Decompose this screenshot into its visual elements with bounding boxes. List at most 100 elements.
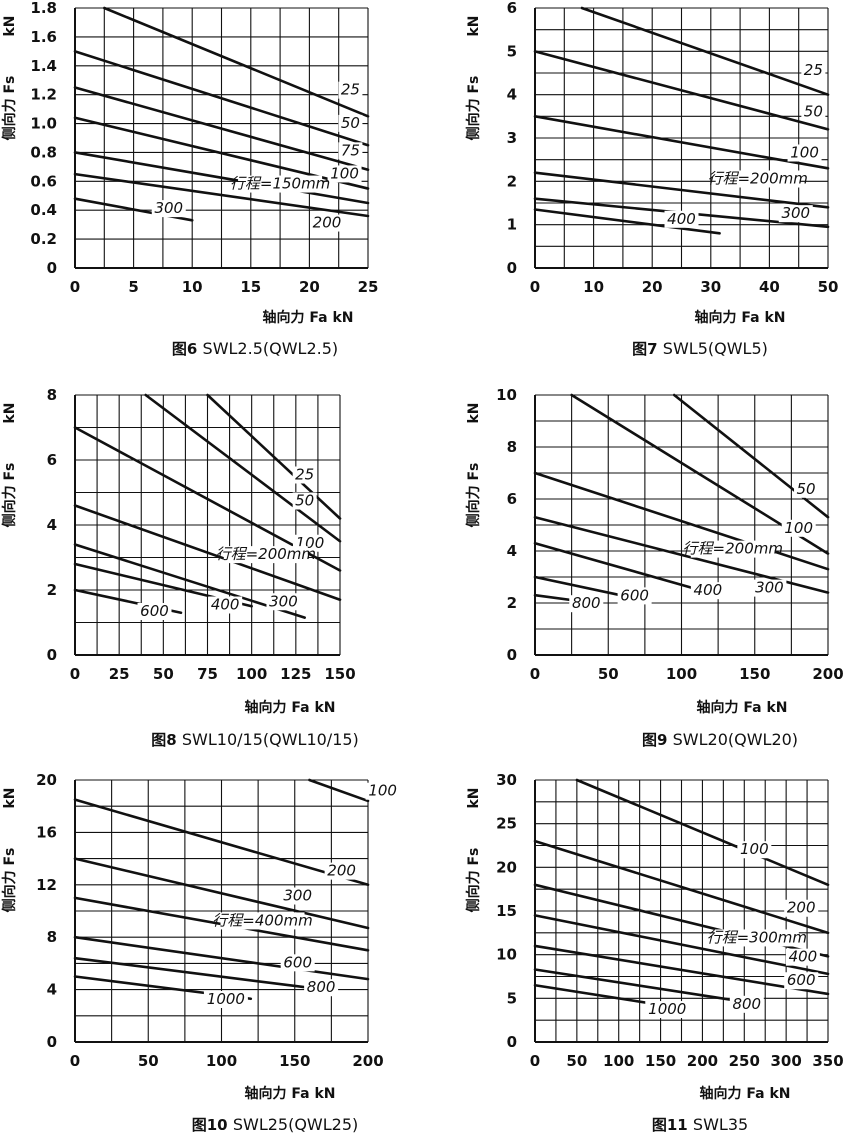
y-tick-label: 16: [36, 823, 57, 841]
x-tick-label: 100: [206, 1052, 237, 1070]
series-label: 50: [796, 480, 815, 498]
y-tick-label: 30: [496, 771, 517, 789]
label-backing: [338, 142, 363, 160]
figure-title: SWL35: [693, 1115, 748, 1134]
x-tick-label: 100: [603, 1052, 634, 1070]
y-tick-label: 0: [507, 1033, 517, 1051]
series-label: 800: [572, 594, 601, 612]
y-tick-label: 15: [496, 902, 517, 920]
y-axis-label: 侧向力 Fs: [1, 76, 18, 141]
label-backing: [280, 954, 315, 972]
y-tick-label: 6: [47, 451, 57, 469]
y-tick-label: 25: [496, 815, 517, 833]
figure-title: SWL20(QWL20): [673, 730, 798, 749]
label-backing: [784, 972, 819, 990]
y-tick-label: 8: [507, 438, 517, 456]
x-tick-label: 10: [583, 278, 604, 296]
label-backing: [787, 144, 822, 162]
y-tick-label: 20: [496, 858, 517, 876]
y-tick-label: 6: [507, 0, 517, 17]
label-backing: [781, 519, 816, 537]
x-tick-label: 125: [280, 665, 311, 683]
x-tick-label: 200: [352, 1052, 383, 1070]
y-tick-label: 1.0: [30, 115, 57, 133]
y-axis-label: 侧向力 Fs: [1, 848, 18, 913]
y-tick-label: 0: [47, 259, 57, 277]
label-backing: [617, 587, 652, 605]
series-label: 800: [307, 978, 336, 996]
series-label: 400: [211, 596, 240, 614]
label-backing: [794, 480, 819, 498]
x-tick-label: 50: [566, 1052, 587, 1070]
figure-caption: 图7 SWL5(QWL5): [632, 339, 768, 358]
series-line: [206, 393, 342, 520]
series-line: [533, 50, 830, 131]
chart-panel-4: 0 50 100 150 200 0 2 4 6 8 10 kN 侧向力 Fs 轴向力 Fa kN 图9 S…: [465, 386, 844, 749]
series-label: 50: [804, 102, 823, 120]
chart-panel-3: 0 25 50 75 100 125 150 0 2 4 6 8 kN 侧向力 Fs 轴向力 Fa kN 图8…: [1, 386, 359, 749]
series-line: [533, 171, 830, 209]
series-label: 200: [313, 214, 342, 232]
series-line: [73, 504, 342, 602]
y-tick-label: 1.2: [30, 86, 57, 104]
series-label: 1000: [207, 990, 245, 1008]
figure-caption: 图6 SWL2.5(QWL2.5): [172, 339, 338, 358]
label-backing: [664, 210, 699, 228]
chart-panel-6: 0 50 100 150 200 250 300 350 0 5 10 15 20 25 30 kN 侧向力 F…: [465, 771, 844, 1134]
figure-number: 图6: [172, 340, 203, 358]
x-axis-label: 轴向力 Fa kN: [245, 699, 336, 716]
label-backing: [338, 114, 363, 132]
x-tick-label: 150: [645, 1052, 676, 1070]
y-tick-label: 4: [47, 981, 57, 999]
series-label: 100: [740, 840, 769, 858]
x-tick-label: 75: [197, 665, 218, 683]
label-backing: [690, 540, 775, 558]
x-tick-label: 0: [70, 1052, 80, 1070]
x-axis-label: 轴向力 Fa kN: [263, 309, 354, 326]
label-backing: [327, 165, 362, 183]
series-line: [73, 857, 370, 930]
label-backing: [304, 979, 339, 997]
label-backing: [203, 991, 248, 1009]
figure-title: SWL10/15(QWL10/15): [182, 730, 359, 749]
label-backing: [714, 929, 799, 947]
series-line: [73, 172, 370, 218]
label-backing: [801, 103, 826, 121]
x-tick-label: 20: [642, 278, 663, 296]
label-backing: [292, 466, 317, 484]
series-label: 行程=400mm: [212, 911, 312, 929]
label-backing: [338, 81, 363, 99]
series-label: 行程=200mm: [707, 170, 807, 188]
x-tick-label: 100: [666, 665, 697, 683]
x-tick-label: 150: [739, 665, 770, 683]
x-tick-label: 0: [530, 278, 540, 296]
series-label: 300: [154, 199, 183, 217]
figure-title: SWL25(QWL25): [233, 1115, 358, 1134]
series-line: [73, 86, 370, 172]
x-tick-label: 0: [70, 278, 80, 296]
series-label: 100: [790, 144, 819, 162]
series-line: [533, 914, 830, 976]
label-backing: [137, 603, 172, 620]
y-tick-label: 0.8: [30, 143, 57, 161]
y-tick-label: 2: [507, 594, 517, 612]
series-label: 100: [330, 164, 359, 182]
label-backing: [690, 582, 725, 600]
series-label: 300: [755, 579, 784, 597]
series-label: 行程=200mm: [683, 540, 783, 558]
series-label: 600: [787, 971, 816, 989]
x-tick-label: 25: [358, 278, 379, 296]
chart-panel-5: 0 50 100 150 200 0 4 8 12 16 20 kN 侧向力 Fs 轴向力 Fa kN 图1…: [1, 771, 400, 1134]
label-backing: [785, 948, 820, 966]
y-axis-unit: kN: [2, 787, 18, 808]
x-tick-label: 100: [236, 665, 267, 683]
label-backing: [220, 912, 305, 930]
series-line: [144, 393, 342, 543]
series-label: 50: [341, 114, 360, 132]
y-tick-label: 4: [47, 516, 57, 534]
x-tick-label: 250: [729, 1052, 760, 1070]
y-axis-label: 侧向力 Fs: [465, 848, 482, 913]
x-axis-label: 轴向力 Fa kN: [695, 309, 786, 326]
y-tick-label: 0: [47, 1033, 57, 1051]
